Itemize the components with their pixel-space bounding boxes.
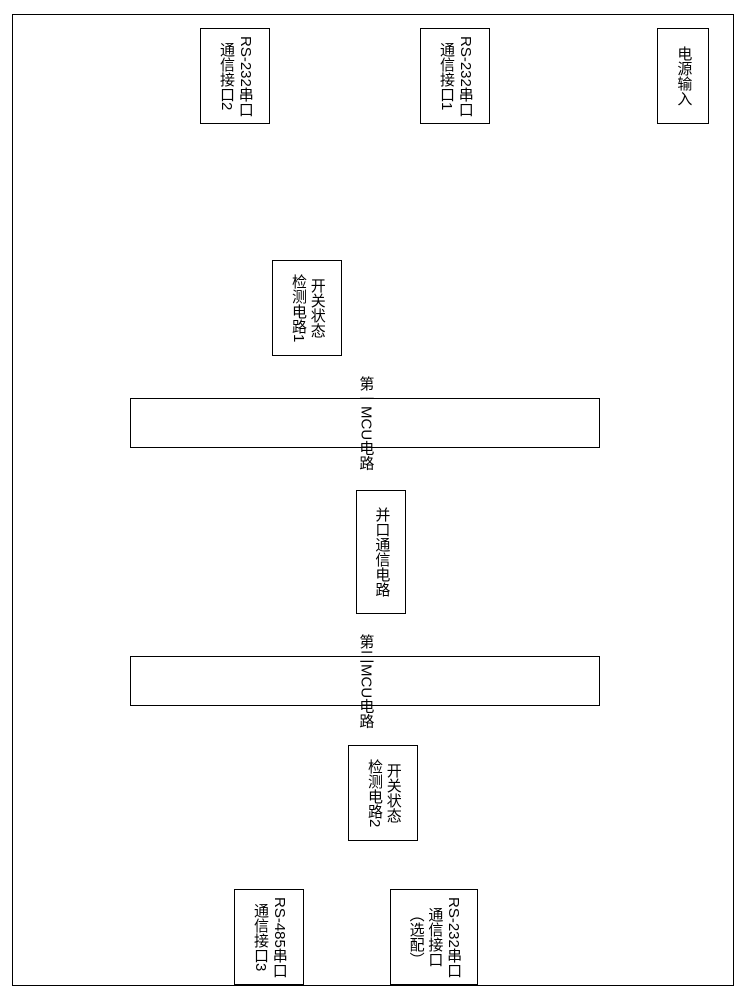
rs232-port1-label: RS-232串口 通信接口1 xyxy=(436,36,474,117)
diagram-canvas: 电源输入 RS-232串口 通信接口1 RS-232串口 通信接口2 开关状态 … xyxy=(0,0,749,1000)
power-input-label: 电源输入 xyxy=(674,46,693,106)
rs232-port2-block: RS-232串口 通信接口2 xyxy=(200,28,270,124)
rs232-port3-label: RS-232串口 通信接口 （选配） xyxy=(406,897,462,978)
rs232-port3-block: RS-232串口 通信接口 （选配） xyxy=(390,889,478,985)
mcu1-block: 第一MCU电路 xyxy=(130,398,600,448)
switch-status2-block: 开关状态 检测电路2 xyxy=(348,745,418,841)
parallel-comm-block: 并口通信电路 xyxy=(356,490,406,614)
rs232-port1-block: RS-232串口 通信接口1 xyxy=(420,28,490,124)
switch-status1-label: 开关状态 检测电路1 xyxy=(288,274,326,342)
rs232-port2-label: RS-232串口 通信接口2 xyxy=(216,36,254,117)
rs485-port3-block: RS-485串口 通信接口3 xyxy=(234,889,304,985)
mcu2-label: 第二MCU电路 xyxy=(356,634,375,728)
rs485-port3-label: RS-485串口 通信接口3 xyxy=(250,897,288,978)
power-input-block: 电源输入 xyxy=(657,28,709,124)
mcu2-block: 第二MCU电路 xyxy=(130,656,600,706)
mcu1-label: 第一MCU电路 xyxy=(356,376,375,470)
parallel-comm-label: 并口通信电路 xyxy=(372,507,391,597)
switch-status1-block: 开关状态 检测电路1 xyxy=(272,260,342,356)
switch-status2-label: 开关状态 检测电路2 xyxy=(364,759,402,827)
